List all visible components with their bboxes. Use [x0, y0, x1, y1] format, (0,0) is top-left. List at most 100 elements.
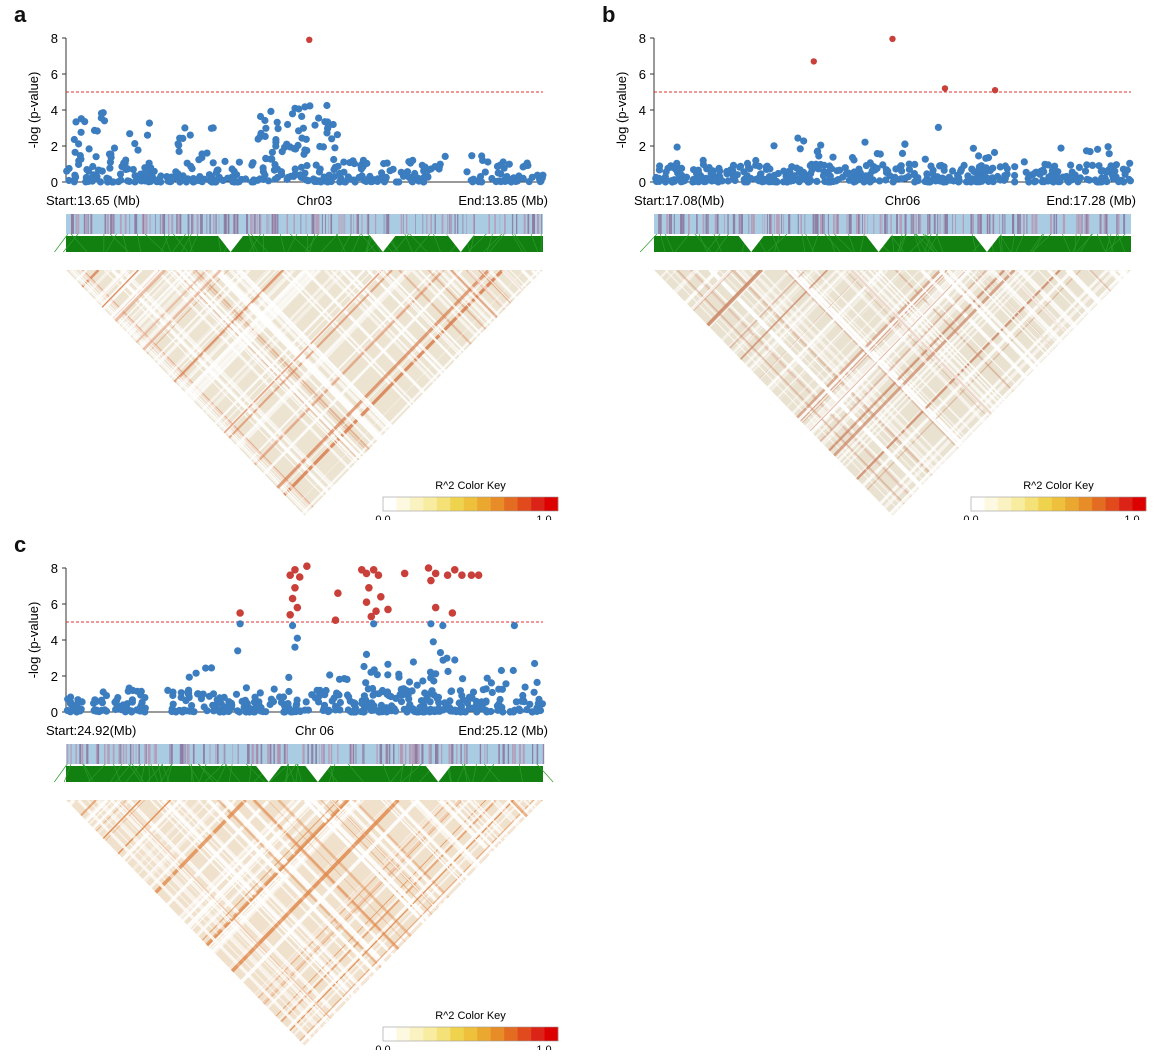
marker-stripe: [523, 214, 526, 234]
significant-snp-point: [293, 603, 302, 612]
snp-point: [815, 152, 823, 160]
ld-heatmap-stripe: [1110, 270, 1131, 516]
ld-connector-line: [280, 233, 285, 253]
marker-stripe: [946, 214, 948, 234]
snp-point: [812, 160, 820, 168]
color-key-swatch: [450, 1027, 465, 1041]
snp-point: [209, 690, 218, 698]
ld-connector-line: [393, 233, 409, 253]
snp-point: [397, 168, 405, 176]
ld-connector-line: [188, 763, 200, 783]
ld-heatmap-stripe: [1021, 270, 1131, 516]
ld-connector-line: [150, 763, 159, 783]
y-tick-label: 8: [639, 31, 646, 46]
snp-point: [333, 131, 341, 139]
snp-point: [1093, 178, 1102, 186]
snp-point: [402, 705, 410, 713]
snp-point: [195, 156, 203, 164]
snp-point: [92, 153, 100, 161]
snp-point: [209, 159, 217, 167]
ld-heatmap-stripe: [270, 800, 518, 1046]
ld-connector-line: [713, 233, 722, 253]
snp-point: [530, 688, 538, 696]
snp-point: [259, 164, 267, 172]
marker-stripe: [707, 214, 709, 234]
marker-stripe: [774, 214, 775, 234]
snp-point: [483, 708, 491, 716]
marker-stripe: [259, 214, 261, 234]
snp-point: [790, 172, 798, 180]
color-key-swatch: [1065, 497, 1079, 511]
marker-stripe: [315, 214, 318, 234]
panel-a: a 0 2 4 6 8 -log (p-value) Start:13.65 (Mb) Chr…: [0, 0, 560, 520]
snp-point: [400, 685, 408, 693]
snp-point: [257, 707, 265, 715]
snp-point: [63, 167, 71, 175]
snp-point: [323, 101, 331, 110]
ld-heatmap-stripe: [71, 270, 319, 516]
snp-point: [436, 160, 444, 168]
ld-connector-line: [110, 763, 123, 783]
ld-heatmap-stripe: [654, 270, 766, 516]
marker-stripe: [209, 214, 211, 234]
marker-stripe: [527, 214, 530, 234]
marker-stripe: [403, 214, 404, 234]
ld-connector-line: [172, 233, 186, 253]
snp-point: [292, 702, 300, 710]
snp-point: [455, 699, 463, 707]
marker-stripe: [797, 214, 799, 234]
significant-snp-point: [810, 58, 817, 65]
marker-stripe: [1086, 214, 1088, 234]
snp-point: [217, 700, 225, 708]
significant-snp-point: [424, 564, 433, 572]
snp-point: [429, 638, 437, 646]
snp-point: [77, 128, 85, 136]
snp-point: [813, 177, 821, 185]
snp-point: [911, 178, 919, 186]
color-key-border: [382, 496, 559, 512]
snp-point: [340, 168, 348, 176]
marker-stripe: [516, 214, 518, 234]
snp-point: [439, 622, 447, 630]
marker-stripe: [209, 744, 211, 764]
marker-stripe: [669, 214, 671, 234]
ld-connector-line: [115, 763, 132, 783]
marker-stripe: [388, 744, 391, 764]
snp-point: [531, 659, 539, 668]
ld-connector-line: [1076, 233, 1093, 253]
snp-point: [770, 142, 778, 150]
ld-heatmap-stripe: [530, 270, 543, 516]
ld-connector-line: [250, 233, 269, 253]
snp-point: [510, 622, 518, 630]
snp-point: [373, 671, 381, 679]
marker-stripe: [511, 214, 514, 234]
ld-connector-line: [414, 233, 430, 253]
snp-point: [184, 175, 192, 183]
ld-connector-line: [321, 233, 338, 253]
marker-stripe: [1053, 214, 1055, 234]
snp-point: [1075, 163, 1083, 171]
marker-stripe: [83, 214, 85, 234]
snp-point: [357, 708, 365, 716]
snp-point: [117, 176, 125, 184]
ld-heatmap-stripe: [512, 800, 543, 1046]
ld-heatmap-fill: [66, 800, 543, 1046]
ld-connector-gap: [216, 234, 245, 252]
ld-connector-line: [1117, 233, 1126, 253]
marker-stripe: [177, 214, 179, 234]
marker-stripe: [430, 744, 432, 764]
snp-point: [107, 153, 115, 161]
snp-point: [103, 174, 111, 182]
ld-connector-line: [228, 763, 233, 783]
ld-connector-line: [249, 233, 261, 253]
snp-point: [904, 173, 913, 181]
snp-point: [463, 168, 471, 176]
snp-point: [397, 698, 406, 706]
snp-point: [409, 658, 417, 666]
snp-point: [535, 695, 543, 703]
snp-point: [350, 699, 358, 707]
marker-stripe: [351, 744, 353, 764]
snp-point: [128, 708, 136, 716]
snp-point: [435, 699, 443, 707]
snp-point: [473, 708, 481, 716]
